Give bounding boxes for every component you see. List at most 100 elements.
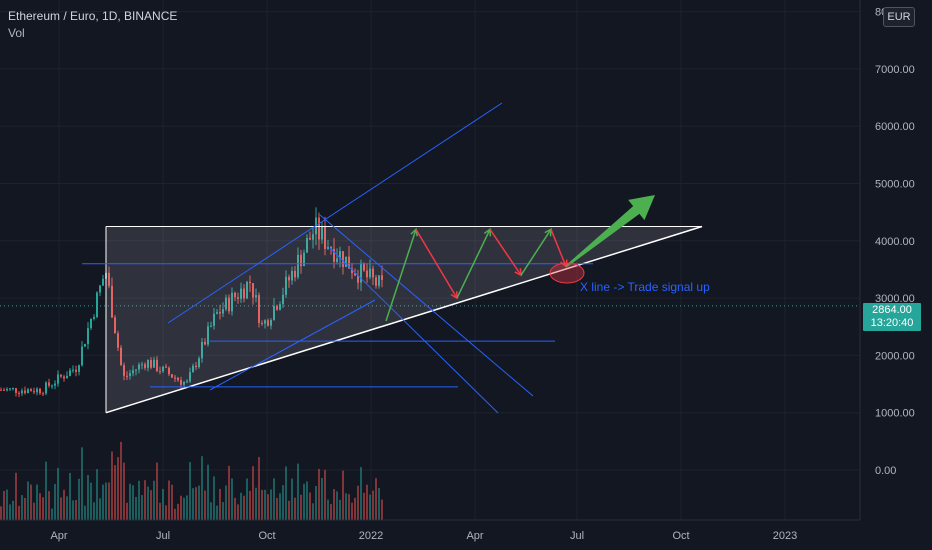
projection-arrow bbox=[415, 228, 458, 299]
candle-body bbox=[204, 341, 206, 345]
candle-body bbox=[288, 276, 290, 281]
candle-body bbox=[333, 248, 335, 262]
candle-body bbox=[9, 388, 11, 390]
candle-body bbox=[27, 389, 29, 393]
volume-bar bbox=[81, 447, 83, 520]
volume-bar bbox=[249, 490, 251, 520]
candles bbox=[0, 207, 383, 398]
volume-bar bbox=[261, 489, 263, 520]
candle-body bbox=[33, 391, 35, 393]
volume-bar bbox=[360, 467, 362, 520]
volume-bar bbox=[36, 484, 38, 520]
candle-body bbox=[234, 292, 236, 298]
candle-body bbox=[60, 374, 62, 377]
time-axis[interactable]: Apr Jul Oct 2022 Apr Jul Oct 2023 bbox=[0, 519, 860, 542]
volume-bar bbox=[60, 497, 62, 520]
time-tick-label: Oct bbox=[258, 530, 275, 542]
volume-bar bbox=[363, 492, 365, 520]
volume-bar bbox=[303, 483, 305, 520]
candle-body bbox=[75, 369, 77, 372]
candle-body bbox=[180, 380, 182, 385]
volume-bar bbox=[267, 494, 269, 520]
chart-annotation[interactable]: X line -> Trade signal up bbox=[580, 280, 710, 294]
candle-body bbox=[153, 359, 155, 368]
candle-body bbox=[78, 365, 80, 372]
volume-bar bbox=[30, 484, 32, 520]
price-axis[interactable]: 0.00 1000.00 2000.00 3000.00 4000.00 5000.00 6… bbox=[859, 0, 915, 520]
candle-body bbox=[225, 297, 227, 310]
volume-bar bbox=[207, 464, 209, 520]
candle-body bbox=[243, 288, 245, 299]
candle-body bbox=[99, 285, 101, 293]
projection-arrow bbox=[385, 229, 417, 322]
volume-bar bbox=[366, 484, 368, 520]
projection-arrow bbox=[550, 229, 567, 267]
volume-bar bbox=[204, 490, 206, 520]
volume-bar bbox=[198, 485, 200, 520]
volume-bar bbox=[147, 486, 149, 520]
volume-bar bbox=[246, 478, 248, 520]
candle-body bbox=[207, 326, 209, 345]
volume-bar bbox=[237, 504, 239, 520]
volume-bar bbox=[273, 478, 275, 520]
candle-body bbox=[63, 376, 65, 379]
candle-body bbox=[330, 246, 332, 249]
volume-bar bbox=[99, 498, 101, 520]
candle-body bbox=[57, 374, 59, 384]
price-tick-label: 6000.00 bbox=[875, 121, 915, 133]
candle-body bbox=[261, 322, 263, 324]
volume-bar bbox=[171, 484, 173, 520]
projection-arrow bbox=[456, 229, 491, 299]
volume-bar bbox=[78, 478, 80, 520]
candle-body bbox=[192, 365, 194, 373]
volume-bar bbox=[282, 485, 284, 520]
volume-bar bbox=[297, 463, 299, 520]
volume-bar bbox=[120, 441, 122, 520]
candle-body bbox=[240, 288, 242, 299]
candle-body bbox=[339, 251, 341, 259]
volume-bar bbox=[252, 466, 254, 520]
candle-body bbox=[324, 226, 326, 249]
candle-body bbox=[150, 360, 152, 368]
trend-line bbox=[319, 214, 534, 397]
candle-body bbox=[45, 382, 47, 394]
price-tick-label: 5000.00 bbox=[875, 179, 915, 191]
candle-body bbox=[165, 366, 167, 368]
candle-body bbox=[294, 270, 296, 278]
currency-button[interactable]: EUR bbox=[883, 7, 915, 27]
candle-body bbox=[270, 320, 272, 326]
volume-bar bbox=[213, 476, 215, 520]
volume-bar bbox=[90, 482, 92, 520]
candle-body bbox=[291, 270, 293, 281]
volume-bar bbox=[345, 493, 347, 520]
candle-body bbox=[72, 369, 74, 371]
volume-bar bbox=[117, 457, 119, 520]
volume-bar bbox=[126, 502, 128, 520]
candle-body bbox=[177, 377, 179, 381]
candle-body bbox=[186, 381, 188, 383]
candle-body bbox=[135, 369, 137, 371]
volume-bar bbox=[285, 466, 287, 520]
candle-body bbox=[306, 237, 308, 253]
candle-body bbox=[237, 297, 239, 299]
volume-bar bbox=[210, 502, 212, 520]
volume-bar bbox=[57, 467, 59, 520]
candle-body bbox=[90, 318, 92, 329]
volume-bar bbox=[270, 489, 272, 520]
candle-body bbox=[42, 393, 44, 395]
volume-bar bbox=[75, 500, 77, 520]
candle-body bbox=[219, 312, 221, 314]
candle-body bbox=[168, 367, 170, 375]
volume-bar bbox=[33, 502, 35, 520]
candle-body bbox=[258, 295, 260, 323]
candle-body bbox=[279, 304, 281, 310]
candle-body bbox=[378, 275, 380, 286]
volume-bar bbox=[66, 496, 68, 520]
candle-body bbox=[36, 388, 38, 393]
symbol-title[interactable]: Ethereum / Euro, 1D, BINANCE bbox=[8, 9, 178, 23]
candle-body bbox=[213, 313, 215, 326]
price-tick-label: 7000.00 bbox=[875, 64, 915, 76]
candle-body bbox=[189, 372, 191, 382]
candle-body bbox=[111, 285, 113, 318]
